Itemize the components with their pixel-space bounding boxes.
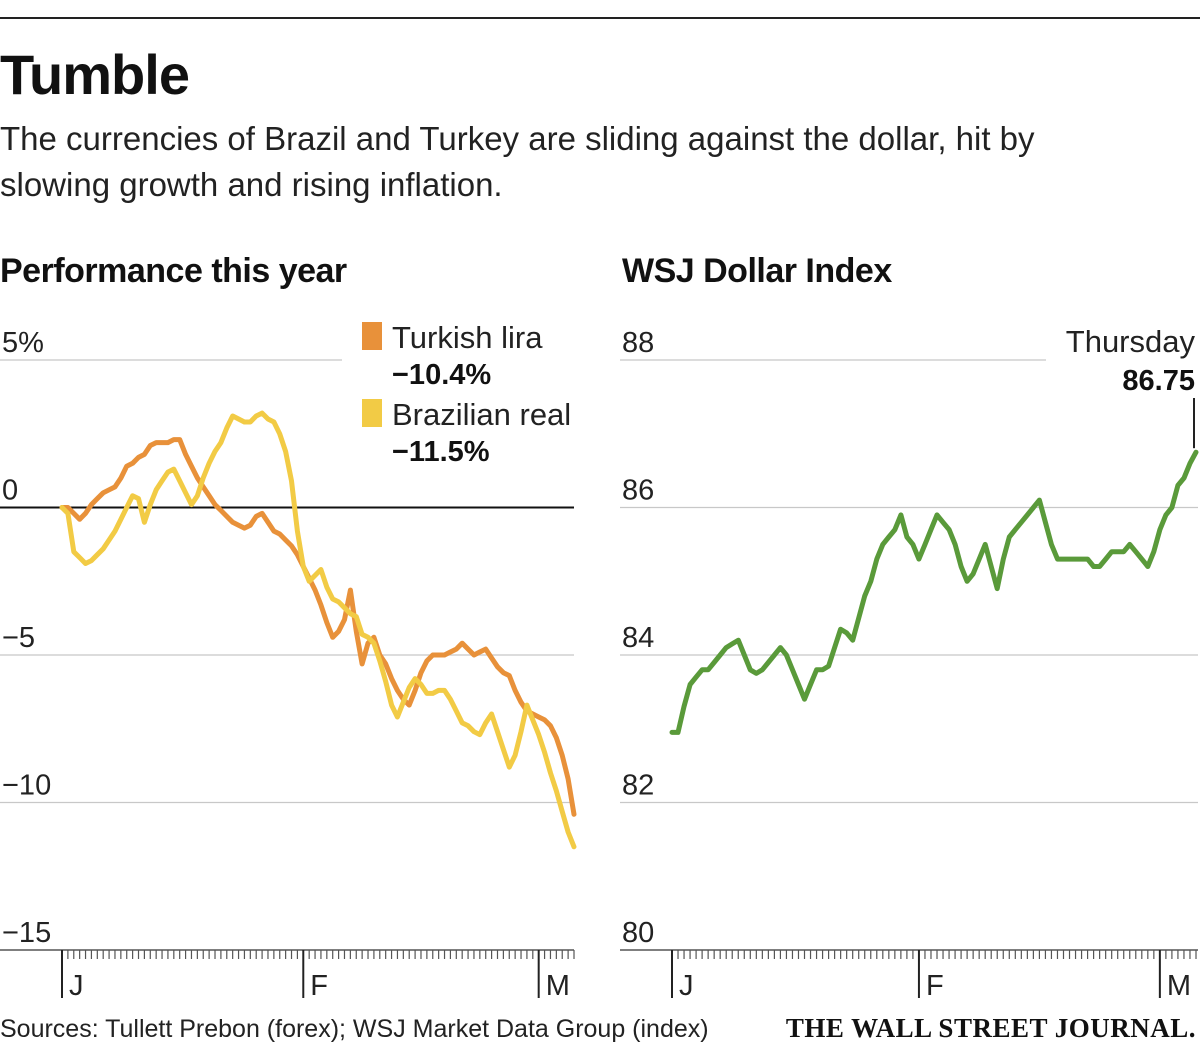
left-ytick-label-3: −10: [2, 770, 51, 802]
legend-label-turkish-lira: Turkish lira: [392, 320, 543, 355]
masthead: THE WALL STREET JOURNAL.: [785, 1013, 1196, 1043]
chart-title-dollar-index: WSJ Dollar Index: [622, 252, 892, 290]
right-ytick-label-4: 80: [622, 917, 654, 949]
source-note: Sources: Tullett Prebon (forex); WSJ Mar…: [0, 1015, 709, 1043]
left-ytick-label-2: −5: [2, 622, 35, 654]
dollar-index-chart: 88 86 84 82 80 J F M Thursday 86.75: [620, 324, 1199, 1002]
right-series-line-wsj-dollar-index: [669, 449, 1199, 735]
left-month-label-0: J: [69, 970, 84, 1002]
right-month-label-1: F: [926, 970, 944, 1002]
annotation-value: 86.75: [1122, 365, 1195, 397]
left-month-label-2: M: [546, 970, 570, 1002]
annotation-label: Thursday: [1066, 324, 1196, 359]
chart-title-performance: Performance this year: [0, 252, 347, 290]
legend-value-turkish-lira: −10.4%: [392, 359, 491, 391]
right-month-label-0: J: [679, 970, 694, 1002]
left-ytick-label-4: −15: [2, 917, 51, 949]
right-ytick-label-2: 84: [622, 622, 654, 654]
right-ytick-label-1: 86: [622, 475, 654, 507]
dek: The currencies of Brazil and Turkey are …: [0, 120, 1035, 203]
left-series-line-turkish-lira: [59, 437, 577, 817]
left-ytick-label-0: 5%: [2, 327, 44, 359]
right-month-label-2: M: [1167, 970, 1191, 1002]
left-month-label-1: F: [310, 970, 328, 1002]
left-series-line-brazilian-real: [59, 410, 577, 850]
legend-label-brazilian-real: Brazilian real: [392, 397, 571, 432]
performance-chart: 5% 0 −5 −10 −15 J F M Turkish lira −10.4% Brazilia…: [0, 320, 577, 1002]
legend-value-brazilian-real: −11.5%: [392, 436, 490, 468]
right-ytick-label-0: 88: [622, 327, 654, 359]
legend-swatch-brazilian-real: [362, 399, 382, 427]
top-rule: [0, 17, 1200, 19]
headline: Tumble: [0, 43, 190, 106]
right-ytick-label-3: 82: [622, 770, 654, 802]
legend-swatch-turkish-lira: [362, 322, 382, 350]
left-ytick-label-1: 0: [2, 475, 18, 507]
charts-canvas: 5% 0 −5 −10 −15 J F M Turkish lira −10.4% Brazilia…: [0, 320, 1199, 1002]
